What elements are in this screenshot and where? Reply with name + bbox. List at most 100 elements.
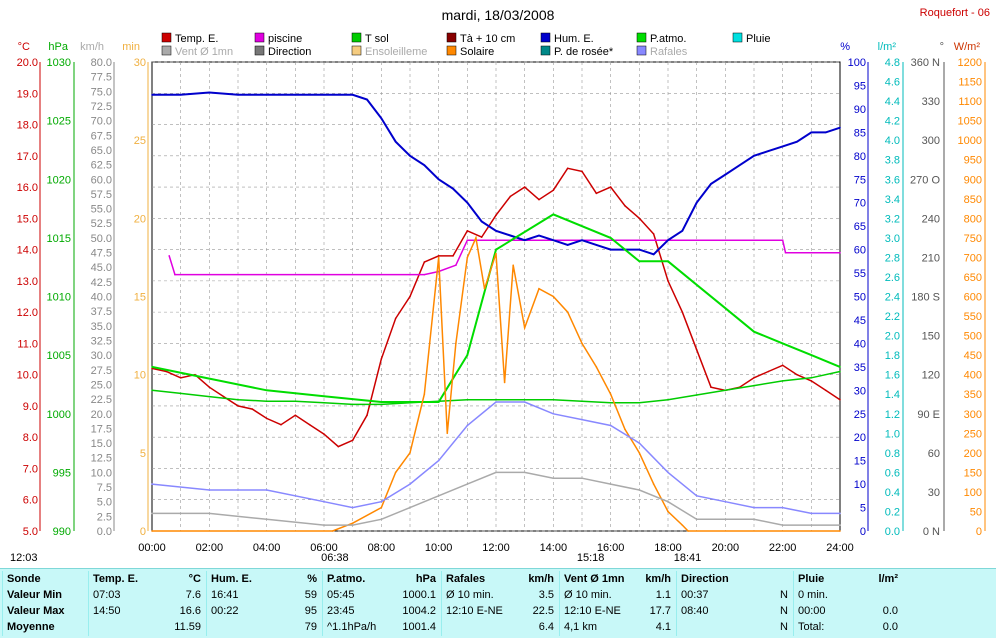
series-point [595,366,598,368]
series-point [552,412,555,415]
series-point [796,140,798,143]
series-point [667,398,669,401]
series-point [753,376,755,379]
rain-tick: 3.8 [885,155,900,167]
stats-rowlabel: Valeur Min [7,589,63,601]
series-point [781,380,784,382]
series-point [538,287,540,290]
wind-tick: 2.5 [97,511,112,523]
solar-tick: 700 [964,252,982,264]
series-point [824,389,827,392]
series-point [437,255,440,257]
series-point [151,366,153,368]
page-title: mardi, 18/03/2008 [442,7,555,23]
series-point [667,239,669,242]
wind-tick: 80.0 [91,57,112,69]
dir-tick: 120 [922,370,940,382]
series-point [480,220,483,223]
wind-tick: 45.0 [91,262,112,274]
x-tick: 08:00 [368,542,396,554]
rain-tick: 0.4 [885,487,900,499]
series-point [466,201,469,204]
series-point [839,251,841,254]
x-tick: 04:00 [253,542,281,554]
hum-tick: 50 [854,292,866,304]
series-point [753,384,755,387]
rain-tick: 1.6 [885,370,900,382]
series-point [523,326,526,329]
dir-tick: 240 [922,213,940,225]
series-point [323,524,325,526]
temp-tick: 15.0 [17,213,38,225]
series-point [165,370,168,373]
series-point [437,256,440,259]
series-point [222,395,225,398]
stats-value: 59 [304,589,317,601]
hum-tick: 5 [860,503,866,515]
solar-tick: 1100 [958,96,982,108]
series-point [179,392,182,395]
series-point [695,394,698,396]
rain-tick: 4.0 [885,135,900,147]
x-tick: 02:00 [196,542,224,554]
weather-chart: mardi, 18/03/2008 Roquefort - 06 Temp. E. p… [10,7,990,564]
stats-time: 07:03 [93,589,121,601]
series-point [151,367,153,370]
solar-tick: 250 [964,428,982,440]
hum-tick: 35 [854,362,866,374]
temp-tick: 7.0 [23,463,38,475]
legend-swatch [636,32,647,43]
series-point [394,471,397,474]
series-point [409,452,411,454]
wind-tick: 67.5 [91,130,112,142]
series-point [552,398,555,401]
series-point [638,248,641,251]
series-point [552,213,555,216]
rain-tick: 0.6 [885,467,900,479]
stats-col-0: Sonde Valeur Min Valeur Max Moyenne [2,571,89,636]
series-point [294,414,297,417]
series-point [179,376,182,379]
series-point [437,401,440,403]
dir-tick: 30 [928,487,940,499]
series-point [174,273,176,276]
series-point [667,510,669,513]
stats-value: 1000.1 [402,589,436,601]
hum-tick: 80 [854,151,866,163]
sun-rise: 06:38 [321,552,349,564]
series-point [466,398,469,401]
legend-label-4: Hum. E. [554,33,594,45]
series-point [323,500,325,503]
series-point [351,522,354,524]
legend-label-10: Solaire [460,46,494,58]
series-point [455,264,457,267]
stats-col-3: P.atmo. hPa 05:45 1000.1 23:45 1004.2 ^1.1hPa/… [322,571,442,636]
legend-swatch [161,45,172,56]
wind-tick: 10.0 [91,467,112,479]
series-point [208,395,211,398]
temp-tick: 12.0 [17,307,38,319]
stats-unit: km/h [645,573,671,585]
series-7 [152,471,840,526]
temp-tick: 17.0 [17,151,38,163]
temp-tick: 5.0 [23,526,38,538]
stats-time: 14:50 [93,605,121,617]
stats-col-6: Direction 00:37 N 08:40 N N [676,571,794,636]
rain-tick: 1.0 [885,428,900,440]
stats-value: 1004.2 [402,605,436,617]
series-point [581,418,583,421]
dir-tick: 300 [922,135,940,147]
series-point [581,239,583,242]
series-point [380,518,383,521]
series-point [512,264,514,267]
stats-rowlabel: Moyenne [7,621,55,633]
series-point [265,400,268,403]
rain-tick: 1.4 [885,389,900,401]
series-point [366,98,368,101]
series-point [624,205,626,207]
legend-swatch [351,45,362,56]
series-point [839,366,841,368]
series-point [409,506,411,509]
solar-tick: 750 [964,233,982,245]
stats-value: 0.0 [882,621,898,633]
